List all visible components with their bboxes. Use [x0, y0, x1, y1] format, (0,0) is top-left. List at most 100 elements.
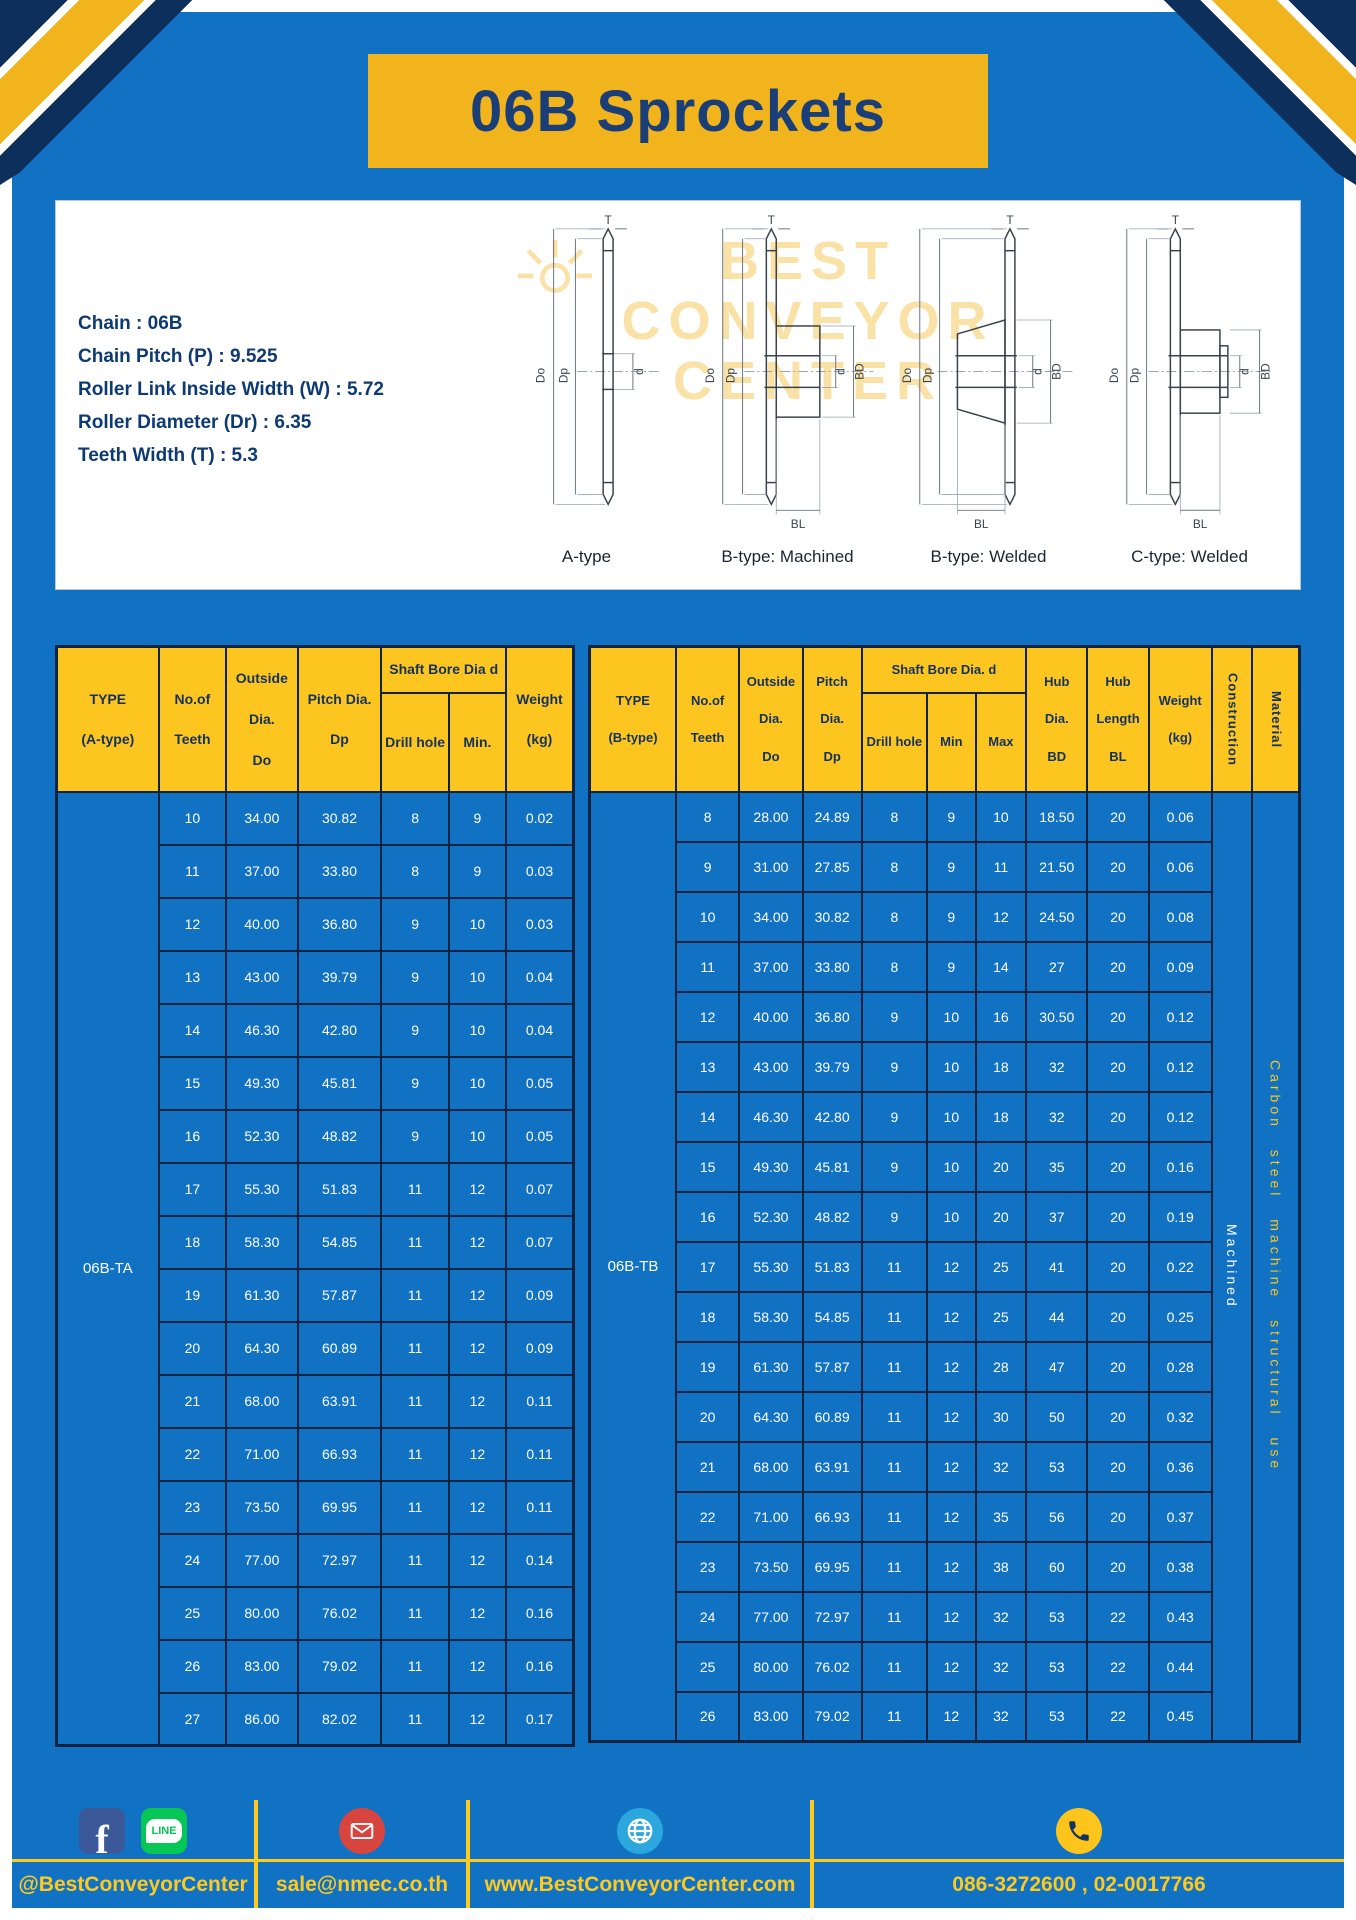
footer-phone-text[interactable]: 086-3272600 , 02-0017766 — [952, 1873, 1206, 1896]
table-cell: 24.50 — [1025, 890, 1089, 943]
table-cell: 14 — [157, 1002, 228, 1058]
table-cell: 10 — [926, 1040, 977, 1093]
table-row: 25 80.00 76.02 11 12 32 53 22 0.44 — [590, 1640, 1300, 1693]
diagram-label-c-welded: C-type: Welded — [1131, 547, 1248, 566]
table-cell: 12 — [926, 1390, 977, 1443]
diagram-label-a-type: A-type — [561, 547, 612, 566]
footer-website-text[interactable]: www.BestConveyorCenter.com — [484, 1873, 796, 1896]
table-row: 17 55.30 51.83 11 12 0.07 — [57, 1161, 575, 1217]
diagram-b-machined-drawing: T Do Dp d BD — [703, 213, 874, 531]
table-cell: 11 — [860, 1490, 929, 1543]
table-cell: 0.04 — [505, 949, 575, 1005]
line-label: LINE — [146, 1819, 182, 1843]
dim-dp: Dp — [921, 368, 935, 384]
table-cell: 45.81 — [801, 1140, 863, 1193]
table-cell: 37.00 — [738, 940, 804, 993]
construction-value: Machined — [1210, 790, 1253, 1743]
table-cell: 0.14 — [505, 1532, 575, 1588]
table-cell: 28.00 — [738, 790, 804, 843]
footer-divider-line — [12, 1859, 1344, 1862]
table-cell: 32 — [1025, 1040, 1089, 1093]
type-label: 06B-TA — [55, 790, 160, 1747]
diagram-b-machined: T Do Dp d BD — [687, 213, 888, 583]
table-row: 12 40.00 36.80 9 10 0.03 — [57, 896, 575, 952]
footer-social-section: f LINE @BestConveyorCenter — [12, 1800, 258, 1908]
table-cell: 13 — [674, 1040, 741, 1093]
phone-icon[interactable] — [1056, 1808, 1102, 1854]
globe-icon[interactable] — [617, 1808, 663, 1854]
table-row: 10 34.00 30.82 8 9 12 24.50 20 0.08 — [590, 890, 1300, 943]
col-weight: Weight (kg) — [1147, 645, 1213, 793]
table-cell: 22 — [1086, 1590, 1150, 1643]
table-cell: 11 — [674, 940, 741, 993]
table-cell: 14 — [674, 1090, 741, 1143]
table-cell: 22 — [674, 1490, 741, 1543]
table-cell: 0.43 — [1147, 1590, 1213, 1643]
table-cell: 11 — [860, 1390, 929, 1443]
table-cell: 11 — [974, 840, 1028, 893]
table-cell: 52.30 — [738, 1190, 804, 1243]
col-type: TYPE (B-type) — [588, 645, 677, 793]
table-cell: 26 — [157, 1638, 228, 1694]
table-cell: 60 — [1025, 1540, 1089, 1593]
table-cell: 42.80 — [801, 1090, 863, 1143]
table-cell: 76.02 — [296, 1585, 383, 1641]
table-cell: 33.80 — [296, 843, 383, 899]
table-cell: 9 — [380, 1002, 450, 1058]
col-outside-dia: Outside Dia. Do — [738, 645, 804, 793]
table-cell: 12 — [926, 1290, 977, 1343]
table-cell: 21.50 — [1025, 840, 1089, 893]
dim-t: T — [768, 213, 775, 227]
table-cell: 61.30 — [738, 1340, 804, 1393]
table-cell: 8 — [380, 790, 450, 846]
footer-website-section: www.BestConveyorCenter.com — [470, 1800, 814, 1908]
table-row: 16 52.30 48.82 9 10 0.05 — [57, 1108, 575, 1164]
dim-d: d — [632, 368, 646, 375]
table-cell: 12 — [447, 1320, 508, 1376]
footer-email-text[interactable]: sale@nmec.co.th — [275, 1873, 449, 1896]
table-cell: 40.00 — [225, 896, 299, 952]
table-cell: 39.79 — [296, 949, 383, 1005]
footer: f LINE @BestConveyorCenter sale@nmec.co.… — [12, 1800, 1344, 1908]
table-cell: 11 — [380, 1161, 450, 1217]
table-row: 20 64.30 60.89 11 12 30 50 20 0.32 — [590, 1390, 1300, 1443]
table-cell: 30.82 — [801, 890, 863, 943]
table-cell: 0.16 — [505, 1638, 575, 1694]
material-value: Carbon steel machine structural use — [1250, 790, 1301, 1743]
table-cell: 0.38 — [1147, 1540, 1213, 1593]
spec-teeth-width: Teeth Width (T) : 5.3 — [78, 445, 258, 466]
table-row: 14 46.30 42.80 9 10 0.04 — [57, 1002, 575, 1058]
table-cell: 64.30 — [225, 1320, 299, 1376]
sprocket-diagrams: T Do Dp d A-type — [486, 213, 1290, 583]
table-cell: 16 — [157, 1108, 228, 1164]
col-weight: Weight (kg) — [505, 645, 575, 793]
phone-glyph-icon — [1069, 1821, 1089, 1841]
table-cell: 10 — [974, 790, 1028, 843]
spec-roller-link-width: Roller Link Inside Width (W) : 5.72 — [78, 379, 384, 400]
table-cell: 82.02 — [296, 1691, 383, 1747]
dim-bl: BL — [791, 517, 806, 531]
footer-social-text[interactable]: @BestConveyorCenter — [18, 1873, 248, 1896]
table-a-container: TYPE (A-type) No.of Teeth Outside Dia. Do Pitch… — [55, 645, 575, 1747]
table-cell: 22 — [157, 1426, 228, 1482]
table-row: 13 43.00 39.79 9 10 0.04 — [57, 949, 575, 1005]
table-cell: 23 — [157, 1479, 228, 1535]
table-cell: 30.50 — [1025, 990, 1089, 1043]
globe-glyph-icon — [627, 1818, 653, 1844]
facebook-icon[interactable]: f — [79, 1808, 125, 1854]
line-icon[interactable]: LINE — [141, 1808, 187, 1854]
table-cell: 12 — [447, 1373, 508, 1429]
table-cell: 10 — [447, 1002, 508, 1058]
table-cell: 38 — [974, 1540, 1028, 1593]
table-cell: 11 — [860, 1240, 929, 1293]
table-cell: 45.81 — [296, 1055, 383, 1111]
email-icon[interactable] — [339, 1808, 385, 1854]
table-cell: 20 — [974, 1140, 1028, 1193]
table-cell: 0.22 — [1147, 1240, 1213, 1293]
table-cell: 10 — [926, 1190, 977, 1243]
table-cell: 16 — [674, 1190, 741, 1243]
table-cell: 56 — [1025, 1490, 1089, 1543]
table-cell: 10 — [926, 1140, 977, 1193]
dim-bl: BL — [974, 517, 989, 531]
diagram-panel: BEST CONVEYOR CENTER Chain : 06B Chain P… — [55, 200, 1301, 590]
